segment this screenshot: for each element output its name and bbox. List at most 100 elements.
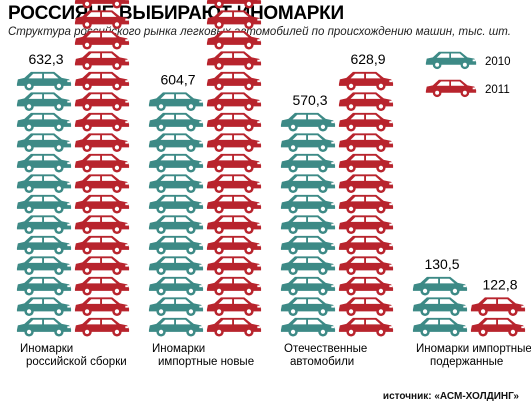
car-icon [206,71,262,91]
car-icon [338,215,394,235]
legend-label: 2011 [485,84,510,96]
legend-car-icon [425,51,477,70]
bar-2010-2 [280,112,336,337]
car-icon [280,215,336,235]
car-icon [206,10,262,30]
car-icon [16,194,72,214]
car-icon [280,235,336,255]
bar-2011-0 [74,0,130,337]
data-label: 570,3 [292,92,327,108]
car-icon [206,194,262,214]
car-icon [74,10,130,30]
category-label: Иномарки импортные новые [152,343,254,368]
car-icon [74,297,130,317]
car-icon [16,71,72,91]
car-icon [16,215,72,235]
car-icon [74,317,130,337]
car-icon [338,256,394,276]
car-icon [74,194,130,214]
car-icon [16,276,72,296]
car-icon [206,0,262,9]
car-icon [74,256,130,276]
car-icon [16,297,72,317]
car-icon [338,174,394,194]
legend-label: 2010 [485,56,511,68]
car-icon [74,30,130,50]
car-icon [16,133,72,153]
bar-2010-1 [148,92,204,337]
car-icon [206,256,262,276]
car-icon [148,235,204,255]
car-icon [148,215,204,235]
car-icon [206,276,262,296]
car-icon [280,317,336,337]
car-icon [206,112,262,132]
car-icon [148,153,204,173]
car-icon [148,256,204,276]
car-icon [16,317,72,337]
bar-2011-2 [338,71,394,337]
car-icon [280,153,336,173]
bar-2011-1 [206,0,262,337]
car-icon [338,297,394,317]
car-icon [412,317,468,337]
legend-item-2010: 2010 [425,51,511,70]
car-icon [74,153,130,173]
car-icon [74,133,130,153]
car-icon [148,317,204,337]
car-icon [74,71,130,91]
car-icon [74,92,130,112]
data-label: 130,5 [424,256,459,272]
data-label: 628,9 [350,51,385,67]
bar-2010-3 [412,276,468,337]
car-icon [16,174,72,194]
car-icon [206,174,262,194]
car-icon [470,297,526,317]
car-icon [338,276,394,296]
car-icon [74,215,130,235]
car-icon [206,317,262,337]
car-icon [74,174,130,194]
car-icon [206,297,262,317]
legend-car-icon [425,79,477,98]
car-icon [280,297,336,317]
car-icon [206,215,262,235]
car-icon [74,51,130,71]
car-icon [16,256,72,276]
car-icon [206,51,262,71]
car-icon [280,112,336,132]
car-icon [206,92,262,112]
car-icon [280,276,336,296]
car-icon [280,174,336,194]
car-icon [206,133,262,153]
car-icon [280,194,336,214]
car-icon [148,297,204,317]
car-icon [338,235,394,255]
car-icon [470,317,526,337]
car-icon [74,0,130,9]
car-icon [74,112,130,132]
legend-item-2011: 2011 [425,79,510,98]
car-icon [206,30,262,50]
source-note: источник: «АСМ-ХОЛДИНГ» [382,391,519,402]
car-icon [412,276,468,296]
car-icon [16,92,72,112]
car-icon [338,92,394,112]
car-icon [148,112,204,132]
car-icon [148,194,204,214]
car-icon [280,133,336,153]
car-icon [148,92,204,112]
category-label: Иномарки импортные подержанные [416,343,531,368]
car-icon [338,133,394,153]
car-icon [148,276,204,296]
car-icon [74,276,130,296]
car-icon [148,174,204,194]
car-icon [74,235,130,255]
data-label: 604,7 [160,72,195,88]
car-icon [412,297,468,317]
chart-subtitle: Структура российского рынка легковых авт… [8,26,511,38]
car-icon [338,194,394,214]
bar-2011-3 [470,297,526,337]
